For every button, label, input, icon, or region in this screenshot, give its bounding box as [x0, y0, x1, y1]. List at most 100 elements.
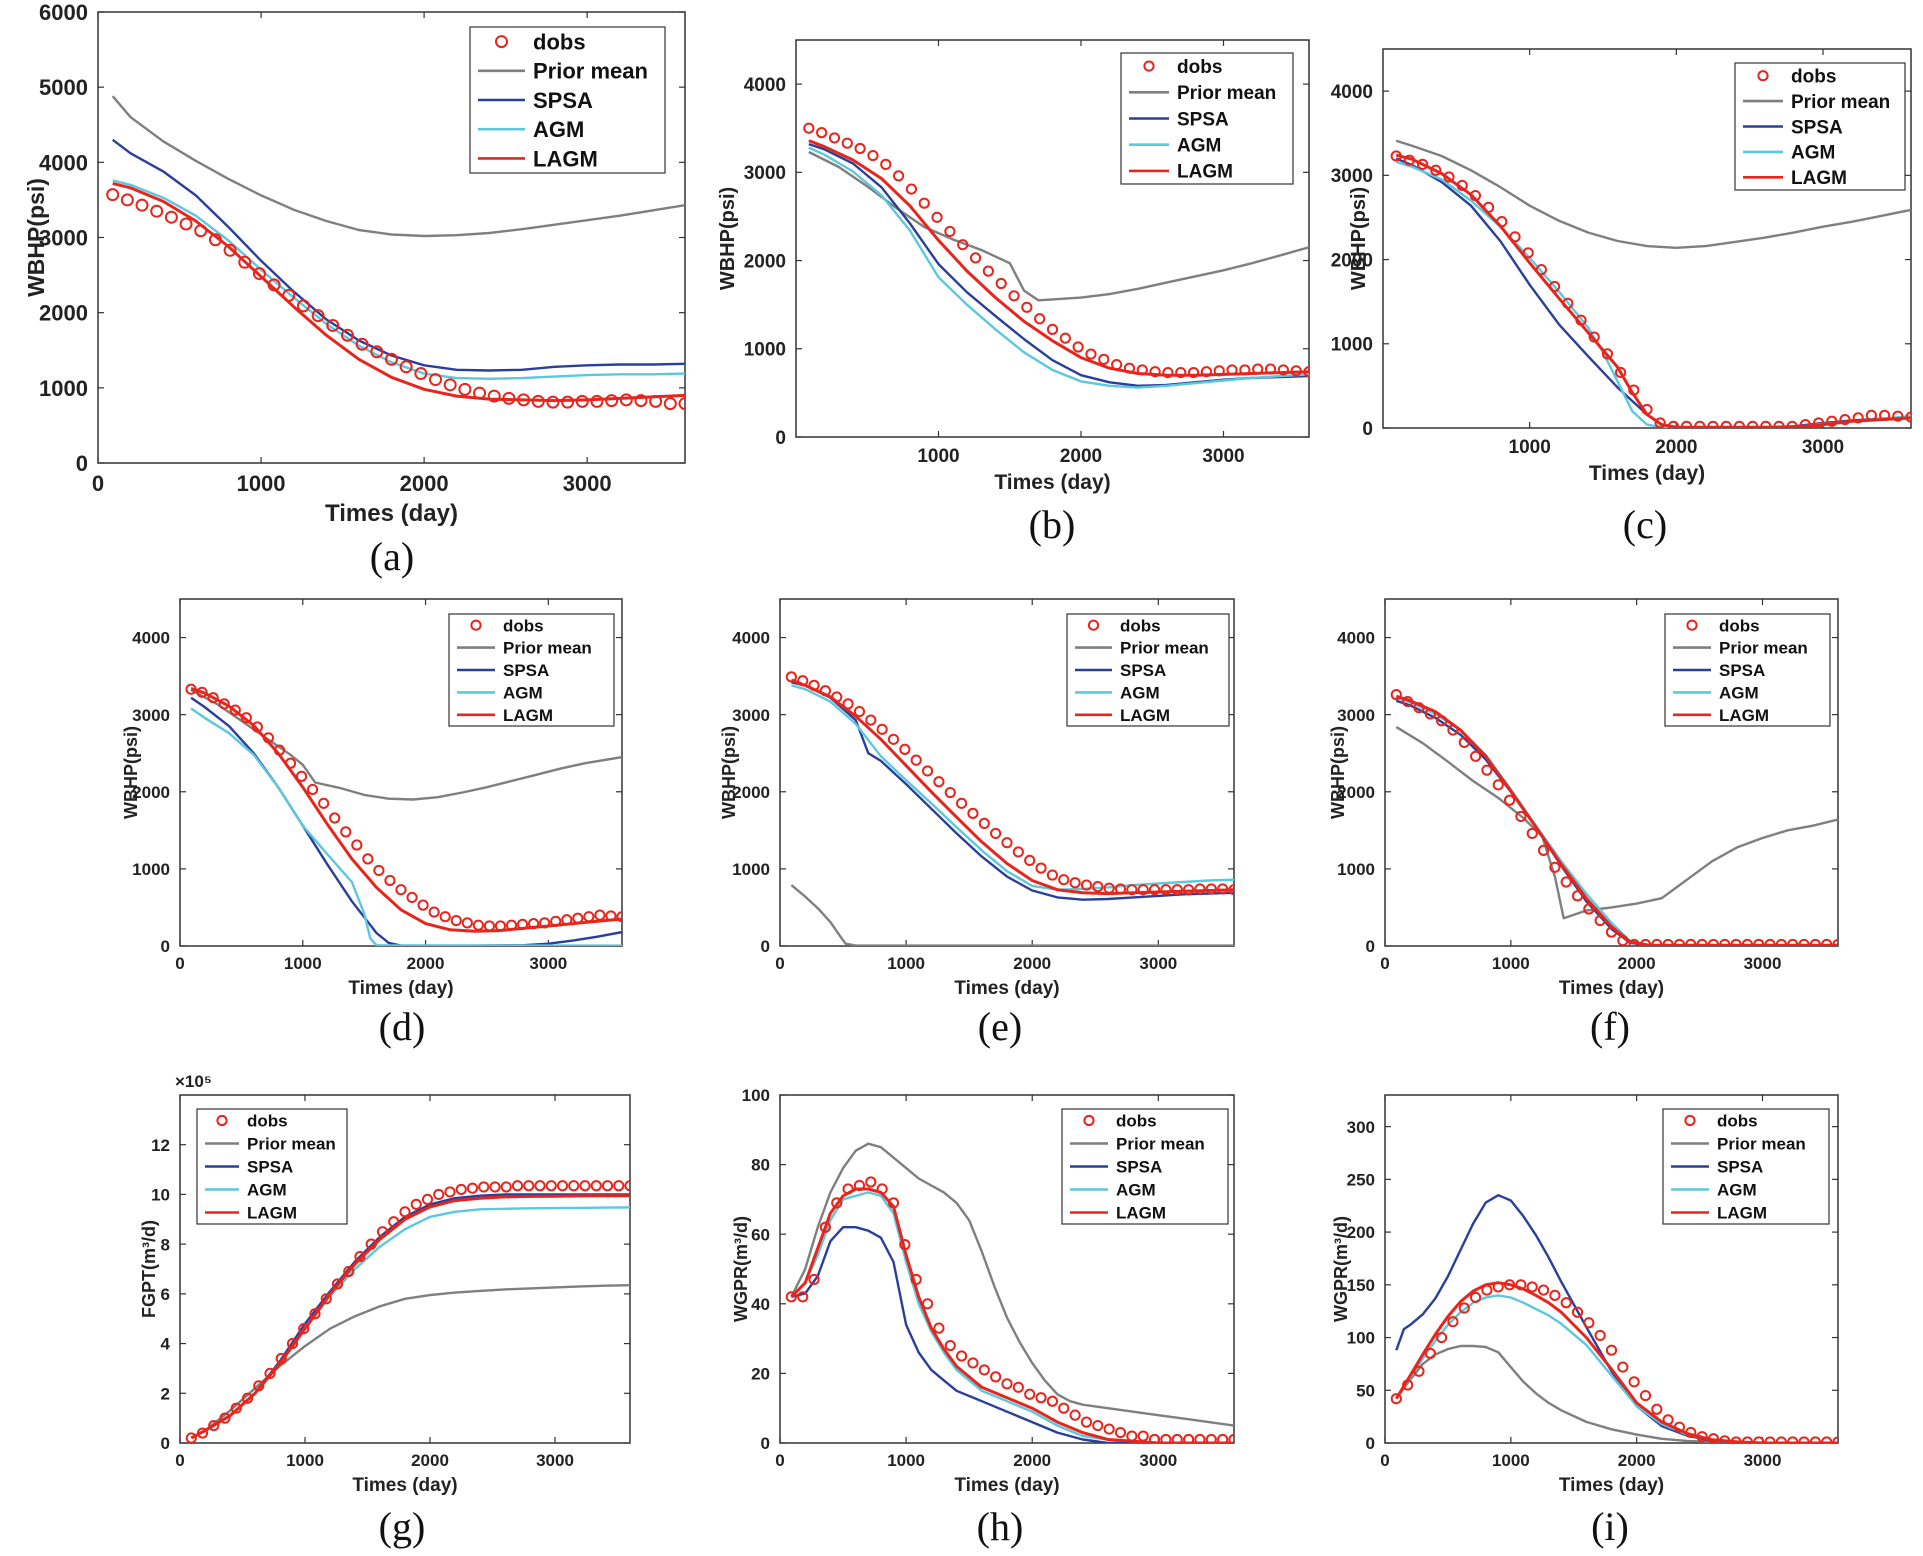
dobs-point [1194, 1433, 1206, 1443]
legend-label: SPSA [533, 88, 593, 113]
dobs-point [1605, 926, 1618, 938]
dobs-point [223, 243, 237, 257]
dobs-point [1685, 938, 1697, 946]
dobs-point [579, 1180, 591, 1192]
chart-panel-d: 0 1000 2000 3000 0 1000 2000 3000 4000 Times (day… [121, 598, 623, 1049]
dobs-point [933, 1322, 945, 1334]
dobs-point [1503, 794, 1516, 806]
series-group [785, 671, 1234, 946]
dobs-point [417, 899, 429, 911]
x-tick-label: 0 [175, 1451, 184, 1470]
legend-label: Prior mean [1177, 83, 1276, 104]
dobs-point [1481, 764, 1493, 776]
dobs-point [1290, 365, 1302, 377]
dobs-point [1046, 869, 1059, 881]
dobs-point [351, 839, 363, 851]
legend-label: SPSA [503, 661, 549, 680]
dobs-point [473, 386, 487, 400]
dobs-point [1753, 1436, 1765, 1443]
dobs-point [921, 765, 934, 777]
dobs-point [1103, 882, 1115, 894]
legend-marker-dobs [470, 619, 482, 631]
dobs-point [388, 1216, 400, 1228]
dobs-point [546, 395, 560, 409]
dobs-point [320, 1293, 332, 1305]
dobs-point [880, 158, 892, 170]
dobs-point [1447, 724, 1459, 736]
legend-label: LAGM [533, 146, 598, 171]
dobs-point [273, 744, 286, 756]
dobs-point [995, 277, 1007, 290]
legend-label: LAGM [1177, 162, 1233, 183]
y-tick-label: 20 [751, 1365, 770, 1384]
legend-label: Prior mean [503, 639, 592, 658]
series-group [185, 1180, 630, 1443]
dobs-point [219, 1412, 231, 1424]
dobs-point [893, 170, 905, 182]
dobs-point [910, 754, 922, 766]
dobs-point [1092, 881, 1104, 893]
y-tick-label: 150 [1347, 1276, 1375, 1295]
x-tick-label: 1000 [917, 446, 959, 467]
x-tick-label: 2000 [1013, 954, 1051, 973]
dobs-point [956, 797, 968, 809]
x-tick-label: 2000 [1618, 954, 1656, 973]
legend-label: dobs [503, 616, 544, 635]
chart-panel-i: 0 1000 2000 3000 0 50 100 150 200 250 300 Times (da… [1331, 1094, 1839, 1549]
dobs-point [918, 197, 930, 209]
dobs-point [1187, 366, 1200, 379]
legend-marker-dobs [1083, 1114, 1095, 1127]
dobs-point [1059, 332, 1071, 344]
dobs-point [461, 917, 473, 929]
y-tick-label: 4000 [1331, 82, 1373, 103]
dobs-point [1123, 362, 1136, 374]
dobs-point [1424, 708, 1436, 720]
dobs-point [1183, 884, 1195, 896]
dobs-point [1747, 420, 1759, 428]
dobs-point [1839, 413, 1851, 426]
dobs-point [1436, 1331, 1448, 1344]
x-tick-label: 3000 [1744, 954, 1782, 973]
dobs-point [854, 142, 866, 155]
dobs-point [853, 705, 866, 718]
dobs-point [343, 1265, 355, 1278]
dobs-point [185, 1432, 197, 1443]
panel-caption: (e) [978, 1004, 1022, 1049]
legend-label: SPSA [247, 1158, 293, 1177]
dobs-point [616, 911, 622, 923]
series-group [803, 122, 1309, 389]
y-tick-label: 6000 [39, 0, 88, 25]
dobs-point [1628, 1376, 1640, 1388]
dobs-point [1696, 938, 1708, 946]
y-tick-label: 6 [161, 1285, 170, 1304]
series-line-spsa [190, 696, 622, 946]
dobs-point [1085, 348, 1097, 360]
dobs-point [1685, 1426, 1697, 1439]
dobs-point [1662, 1414, 1674, 1426]
dobs-point [282, 288, 296, 302]
dobs-point [1707, 938, 1720, 946]
dobs-point [867, 149, 879, 162]
dobs-point [1813, 417, 1825, 428]
legend-label: dobs [247, 1112, 288, 1131]
dobs-point [275, 1352, 287, 1365]
dobs-point [1617, 1361, 1629, 1373]
dobs-point [1537, 844, 1550, 856]
dobs-point [1628, 384, 1640, 396]
dobs-point [1226, 364, 1238, 376]
dobs-point [1730, 1436, 1742, 1443]
dobs-point [329, 812, 341, 824]
dobs-point [1046, 1395, 1059, 1407]
dobs-point [399, 360, 413, 374]
dobs-point [1171, 1433, 1183, 1443]
dobs-point [978, 1364, 990, 1376]
dobs-point [831, 691, 843, 703]
series-group [1390, 139, 1911, 428]
dobs-point [1012, 1381, 1024, 1393]
dobs-point [1080, 879, 1093, 891]
dobs-point [1615, 366, 1627, 379]
dobs-point [385, 352, 398, 366]
x-axis-label: Times (day) [994, 471, 1110, 494]
dobs-point [208, 1420, 220, 1432]
legend-marker-dobs [1686, 619, 1698, 631]
